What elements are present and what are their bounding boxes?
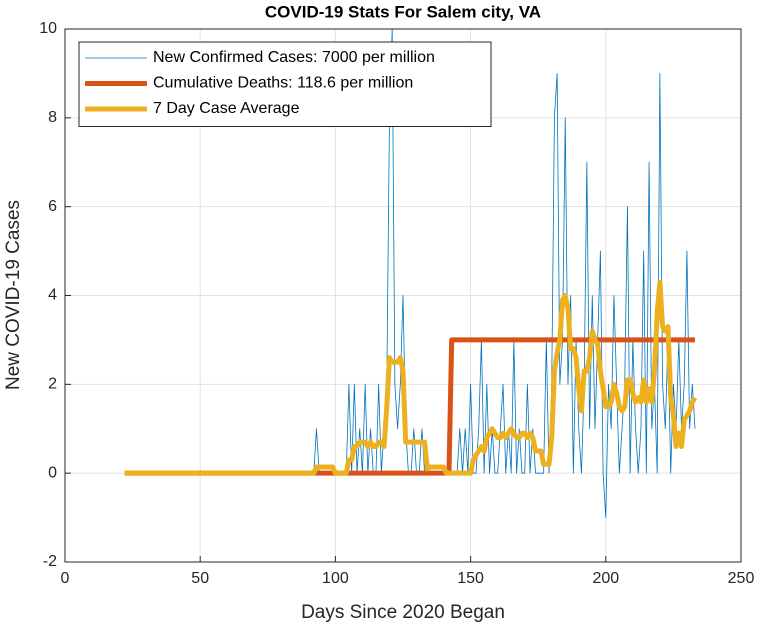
legend-label: Cumulative Deaths: 118.6 per million	[153, 75, 413, 92]
plot-lines	[124, 29, 698, 518]
legend-label: New Confirmed Cases: 7000 per million	[153, 49, 435, 66]
legend-label: 7 Day Case Average	[153, 100, 300, 117]
y-tick-label: 10	[39, 20, 57, 37]
x-axis-label: Days Since 2020 Began	[301, 602, 505, 623]
series-line	[124, 279, 698, 476]
legend-box	[78, 41, 492, 127]
y-axis-label: New COVID-19 Cases	[3, 200, 24, 390]
chart-title: COVID-19 Stats For Salem city, VA	[265, 2, 541, 21]
x-tick-label: 0	[61, 570, 70, 587]
y-tick-label: 4	[48, 287, 57, 304]
x-tick-label: 250	[728, 570, 755, 587]
x-tick-label: 100	[322, 570, 349, 587]
y-tick-label: 0	[48, 464, 57, 481]
x-tick-label: 200	[592, 570, 619, 587]
y-tick-label: -2	[43, 553, 57, 570]
x-tick-label: 150	[457, 570, 484, 587]
y-tick-label: 8	[48, 109, 57, 126]
x-tick-label: 50	[191, 570, 209, 587]
legend: New Confirmed Cases: 7000 per million Cum…	[78, 41, 492, 127]
y-tick-label: 2	[48, 376, 57, 393]
y-tick-label: 6	[48, 198, 57, 215]
